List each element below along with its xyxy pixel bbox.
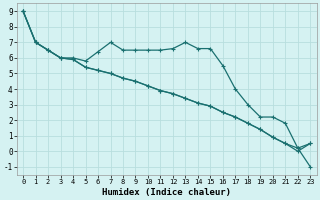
X-axis label: Humidex (Indice chaleur): Humidex (Indice chaleur) <box>102 188 231 197</box>
